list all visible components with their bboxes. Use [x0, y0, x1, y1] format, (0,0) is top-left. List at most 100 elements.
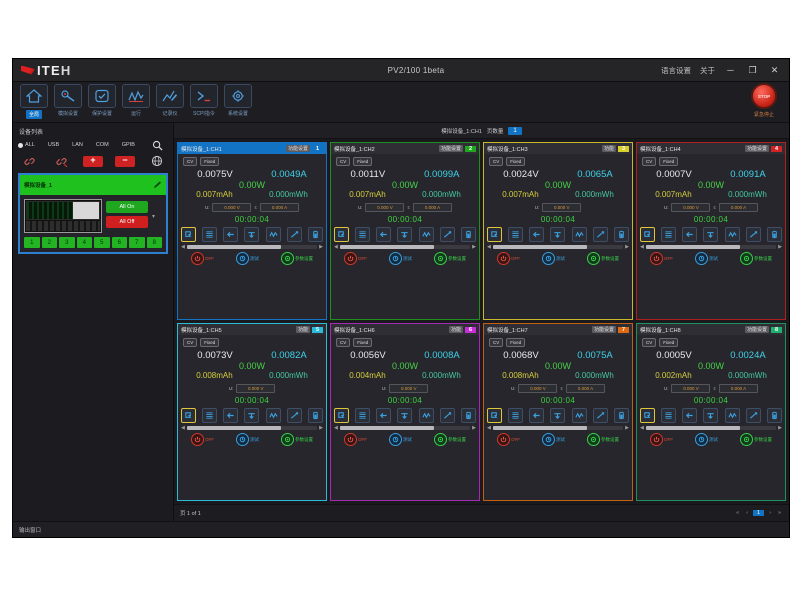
card-status-label[interactable]: 功能设置 [744, 326, 769, 333]
remove-device-button[interactable]: − [115, 155, 135, 167]
output-off-button[interactable]: OFF [497, 252, 520, 265]
scroll-thumb[interactable] [492, 426, 587, 430]
scroll-left-arrow[interactable]: ◀ [640, 244, 644, 250]
card-status-label[interactable]: 功能 [448, 326, 463, 333]
filter-gpib[interactable]: GPIB [121, 142, 135, 148]
cursor-icon[interactable] [334, 227, 349, 242]
globe-icon[interactable] [147, 155, 167, 167]
card-scrollbar[interactable]: ◀ ▶ [637, 423, 785, 431]
scroll-right-arrow[interactable]: ▶ [472, 244, 476, 250]
about-menu[interactable]: 关于 [700, 65, 715, 75]
waveform-icon[interactable] [265, 227, 281, 242]
parameter-settings-button[interactable]: 参数设置 [587, 252, 619, 265]
scroll-track[interactable] [186, 245, 318, 249]
card-status-label[interactable]: 功能设置 [744, 145, 769, 152]
channel-button[interactable]: 5 [94, 237, 110, 248]
test-button[interactable]: 测试 [236, 252, 259, 265]
mode-badge[interactable]: CV [642, 157, 657, 166]
toolbar-item-run[interactable]: 运行 [119, 82, 153, 117]
trend-icon[interactable] [745, 227, 761, 242]
scroll-thumb[interactable] [339, 426, 434, 430]
output-off-button[interactable]: OFF [344, 433, 367, 446]
scroll-track[interactable] [645, 245, 777, 249]
parameter-settings-button[interactable]: 参数设置 [740, 252, 772, 265]
current-page-button[interactable]: 1 [753, 510, 765, 516]
mode-badge[interactable]: CV [642, 338, 657, 347]
parameter-settings-button[interactable]: 参数设置 [434, 433, 466, 446]
current-set-value[interactable]: 0.000 A [413, 203, 452, 212]
card-status-label[interactable]: 功能 [601, 145, 616, 152]
channel-card[interactable]: 模拟设备_1:CH6 功能 6 CV Fixed 0.0056V 0.0008A… [330, 323, 480, 501]
scroll-left-arrow[interactable]: ◀ [181, 425, 185, 431]
battery-icon[interactable] [766, 408, 782, 423]
current-set-value[interactable]: 0.000 A [719, 203, 758, 212]
waveform-icon[interactable] [724, 227, 740, 242]
range-badge[interactable]: Fixed [506, 157, 526, 166]
card-scrollbar[interactable]: ◀ ▶ [484, 423, 632, 431]
battery-icon[interactable] [460, 408, 476, 423]
channel-card[interactable]: 模拟设备_1:CH7 功能设置 7 CV Fixed 0.0068V 0.007… [483, 323, 633, 501]
test-button[interactable]: 测试 [389, 252, 412, 265]
voltage-set-value[interactable]: 0.000 V [671, 203, 711, 212]
mode-badge[interactable]: CV [336, 157, 351, 166]
channel-card[interactable]: 模拟设备_1:CH4 功能设置 4 CV Fixed 0.0007V 0.009… [636, 142, 786, 320]
mode-badge[interactable]: CV [336, 338, 351, 347]
import-icon[interactable] [682, 227, 698, 242]
voltage-set-value[interactable]: 0.000 V [518, 384, 558, 393]
channel-button[interactable]: 1 [24, 237, 40, 248]
list-icon[interactable] [202, 227, 218, 242]
chevron-down-icon[interactable]: ▾ [152, 213, 156, 220]
scroll-right-arrow[interactable]: ▶ [625, 244, 629, 250]
filter-lan[interactable]: LAN [72, 142, 83, 148]
channel-card[interactable]: 模拟设备_1:CH8 功能设置 8 CV Fixed 0.0005V 0.002… [636, 323, 786, 501]
export-icon[interactable] [703, 408, 719, 423]
waveform-icon[interactable] [571, 227, 587, 242]
voltage-set-value[interactable]: 0.000 V [212, 203, 252, 212]
content-tab-badge[interactable]: 1 [508, 126, 522, 135]
scroll-left-arrow[interactable]: ◀ [487, 244, 491, 250]
scroll-right-arrow[interactable]: ▶ [778, 425, 782, 431]
battery-icon[interactable] [766, 227, 782, 242]
waveform-icon[interactable] [724, 408, 740, 423]
card-scrollbar[interactable]: ◀ ▶ [484, 242, 632, 250]
output-off-button[interactable]: OFF [497, 433, 520, 446]
card-scrollbar[interactable]: ◀ ▶ [331, 242, 479, 250]
trend-icon[interactable] [439, 227, 455, 242]
card-scrollbar[interactable]: ◀ ▶ [178, 242, 326, 250]
unlink-icon[interactable] [51, 155, 71, 167]
scroll-right-arrow[interactable]: ▶ [319, 425, 323, 431]
scroll-thumb[interactable] [186, 245, 281, 249]
toolbar-item-system[interactable]: 系统设置 [221, 82, 255, 117]
import-icon[interactable] [223, 408, 239, 423]
import-icon[interactable] [376, 408, 392, 423]
range-badge[interactable]: Fixed [659, 157, 679, 166]
scroll-thumb[interactable] [186, 426, 281, 430]
export-icon[interactable] [397, 408, 413, 423]
range-badge[interactable]: Fixed [659, 338, 679, 347]
current-set-value[interactable]: 0.000 A [260, 203, 299, 212]
voltage-set-value[interactable]: 0.000 V [671, 384, 711, 393]
parameter-settings-button[interactable]: 参数设置 [434, 252, 466, 265]
trend-icon[interactable] [592, 227, 608, 242]
channel-card[interactable]: 模拟设备_1:CH3 功能 3 CV Fixed 0.0024V 0.0065A… [483, 142, 633, 320]
waveform-icon[interactable] [265, 408, 281, 423]
cursor-icon[interactable] [640, 227, 655, 242]
range-badge[interactable]: Fixed [353, 338, 373, 347]
parameter-settings-button[interactable]: 参数设置 [281, 433, 313, 446]
export-icon[interactable] [244, 227, 260, 242]
voltage-set-value[interactable]: 0.000 V [365, 203, 405, 212]
scroll-left-arrow[interactable]: ◀ [334, 244, 338, 250]
waveform-icon[interactable] [418, 227, 434, 242]
channel-button[interactable]: 6 [111, 237, 127, 248]
cursor-icon[interactable] [334, 408, 349, 423]
scroll-thumb[interactable] [492, 245, 587, 249]
toolbar-item-protection[interactable]: 保护设置 [85, 82, 119, 117]
scroll-track[interactable] [339, 245, 471, 249]
parameter-settings-button[interactable]: 参数设置 [281, 252, 313, 265]
scroll-left-arrow[interactable]: ◀ [334, 425, 338, 431]
filter-usb[interactable]: USB [47, 142, 60, 148]
prev-page-button[interactable]: ‹ [746, 510, 749, 516]
channel-button[interactable]: 2 [41, 237, 57, 248]
last-page-button[interactable]: » [777, 510, 781, 516]
test-button[interactable]: 测试 [542, 252, 565, 265]
